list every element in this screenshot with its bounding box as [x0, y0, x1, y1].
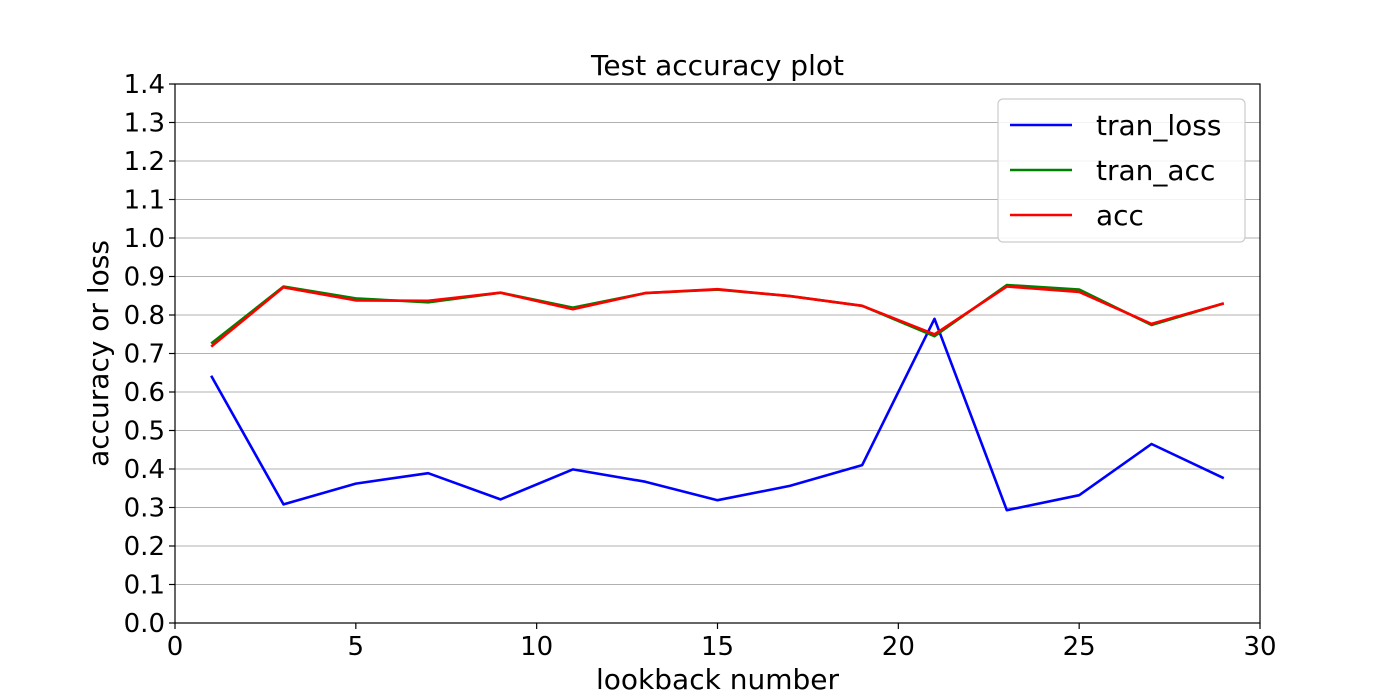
y-tick-label: 1.3	[124, 109, 165, 139]
y-tick-label: 0.7	[124, 340, 165, 370]
x-axis-ticks: 0 5 10 15 20 25 30	[167, 623, 1277, 662]
y-axis-ticks: 0.0 0.1 0.2 0.3 0.4 0.5 0.6 0.7 0.8 0.9 1.0 1.1 1.2 1…	[124, 70, 175, 639]
y-tick-label: 0.6	[124, 378, 165, 408]
y-tick-label: 1.1	[124, 186, 165, 216]
x-tick-label: 0	[167, 632, 184, 662]
y-tick-label: 0.3	[124, 494, 165, 524]
x-axis-label: lookback number	[596, 663, 839, 696]
y-tick-label: 0.9	[124, 263, 165, 293]
legend-label: tran_loss	[1096, 109, 1221, 142]
x-tick-label: 30	[1243, 632, 1276, 662]
y-tick-label: 0.0	[124, 609, 165, 639]
y-tick-label: 0.8	[124, 301, 165, 331]
y-tick-label: 1.2	[124, 147, 165, 177]
series-line-acc	[210, 285, 1225, 348]
y-axis-label: accuracy or loss	[82, 240, 115, 467]
x-tick-label: 10	[520, 632, 553, 662]
x-tick-label: 25	[1063, 632, 1096, 662]
x-tick-label: 15	[701, 632, 734, 662]
legend-label: tran_acc	[1096, 154, 1215, 187]
y-tick-label: 0.1	[124, 571, 165, 601]
y-tick-label: 1.4	[124, 70, 165, 100]
legend-box	[997, 98, 1246, 243]
y-tick-label: 0.2	[124, 532, 165, 562]
y-tick-label: 0.5	[124, 417, 165, 447]
series-line-tran-loss	[210, 317, 1225, 512]
y-tick-label: 0.4	[124, 455, 165, 485]
y-tick-label: 1.0	[124, 224, 165, 254]
series-lines	[210, 283, 1225, 512]
x-tick-label: 5	[348, 632, 365, 662]
x-tick-label: 20	[882, 632, 915, 662]
chart-title: Test accuracy plot	[590, 49, 844, 82]
legend-label: acc	[1096, 199, 1144, 232]
